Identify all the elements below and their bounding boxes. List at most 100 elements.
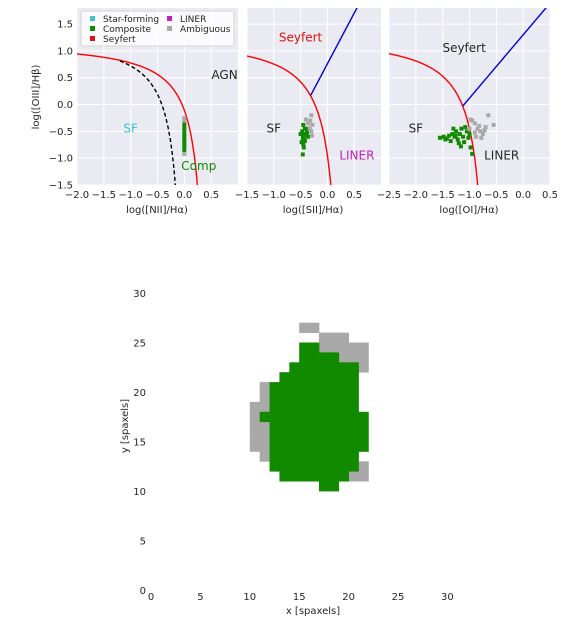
data-point-composite (301, 132, 306, 137)
region-label-seyfert: Seyfert (442, 41, 486, 55)
xlabel-oi: log([OI]/Hα) (439, 205, 498, 216)
data-point-composite (443, 137, 448, 142)
x-tick-label: −0.5 (288, 190, 312, 201)
data-point-ambiguous (182, 151, 187, 156)
data-point-composite (298, 132, 303, 137)
spaxel-ambiguous (348, 471, 369, 482)
y-tick-label: 0.0 (57, 100, 73, 111)
data-point-composite (468, 145, 473, 150)
data-point-ambiguous (477, 124, 482, 128)
data-point-ambiguous (472, 130, 477, 135)
data-point-composite (182, 132, 187, 137)
data-point-ambiguous (306, 121, 311, 126)
data-point-composite (466, 135, 471, 140)
data-point-ambiguous (483, 125, 488, 130)
data-point-ambiguous (491, 122, 496, 127)
x-tick-label: −1.5 (431, 190, 455, 201)
spaxel-composite (279, 471, 349, 482)
spaxel-composite (299, 352, 340, 363)
spaxel-ambiguous (259, 392, 270, 403)
data-point-ambiguous (309, 133, 314, 138)
kauffmann-curve (119, 60, 176, 185)
xlabel-nii: log([NII]/Hα) (126, 205, 188, 216)
seyfert-liner-line (310, 8, 358, 96)
data-point-composite (306, 134, 311, 139)
data-point-composite (182, 148, 187, 153)
region-label-sf: SF (409, 122, 424, 136)
data-point-composite (300, 135, 305, 140)
data-point-composite (458, 144, 463, 149)
region-label-sf: SF (267, 122, 282, 136)
data-point-composite (455, 137, 460, 142)
kewley-curve (77, 53, 199, 185)
spaxel-composite (269, 421, 369, 432)
x-tick-label: 5 (197, 592, 203, 603)
data-point-ambiguous (182, 115, 187, 120)
data-point-composite (182, 125, 187, 130)
spaxel-ambiguous (358, 461, 369, 472)
data-point-composite (299, 140, 304, 145)
data-point-composite (462, 140, 467, 145)
spaxel-composite (269, 451, 359, 462)
spaxel-composite (269, 431, 369, 442)
data-point-ambiguous (310, 122, 315, 127)
legend-marker-liner (167, 16, 172, 21)
spaxel-composite (269, 382, 359, 393)
panel-spaxel-map: 0 5 10 15 20 25 30 0 5 10 15 20 25 30 x [spaxels] y … (120, 289, 454, 617)
spaxel-composite (269, 461, 359, 472)
x-tick-label: 0.0 (176, 190, 192, 201)
y-tick-label: −0.5 (49, 127, 73, 138)
data-point-composite (303, 133, 308, 138)
data-point-composite (301, 122, 306, 127)
spaxel-composite (299, 342, 320, 353)
data-point-composite (448, 139, 453, 144)
x-tick-label: 10 (243, 592, 256, 603)
x-tick-label: −1.0 (119, 190, 143, 201)
data-point-composite (464, 129, 469, 134)
x-tick-label: −0.5 (484, 190, 508, 201)
data-point-ambiguous (473, 134, 478, 139)
data-point-composite (454, 129, 459, 134)
spaxel-ambiguous (259, 451, 270, 462)
spaxel-ambiguous (318, 342, 369, 353)
legend-marker-ambiguous (167, 26, 172, 31)
data-point-composite (470, 151, 475, 156)
data-point-ambiguous (309, 113, 314, 118)
y-tick-label: −1.0 (49, 154, 73, 165)
data-point-composite (459, 126, 464, 131)
spaxel-composite (279, 372, 359, 383)
x-tick-label: 0.5 (346, 190, 362, 201)
data-point-composite (182, 134, 187, 139)
x-tick-label: 25 (392, 592, 405, 603)
data-point-composite (182, 141, 187, 146)
x-tick-label: 0.0 (515, 190, 531, 201)
spaxel-ambiguous (338, 352, 369, 363)
spaxel-ambiguous (259, 382, 270, 393)
data-point-ambiguous (478, 129, 483, 134)
data-point-ambiguous (309, 129, 314, 134)
data-point-composite (457, 132, 462, 137)
data-point-composite (182, 121, 187, 126)
x-tick-label: −2.5 (377, 190, 401, 201)
legend-label-seyfert: Seyfert (103, 35, 136, 45)
spaxel-composite (289, 362, 359, 373)
spaxel-ambiguous (249, 441, 270, 452)
panel-sii-background (247, 8, 381, 185)
data-point-ambiguous (182, 118, 187, 123)
spaxel-ambiguous (249, 411, 261, 423)
spaxel-composite (269, 441, 369, 452)
x-tick-label: 20 (342, 592, 355, 603)
x-tick-label: 0.5 (203, 190, 219, 201)
spaxel-ambiguous (318, 332, 349, 343)
spaxel-composite (269, 392, 359, 403)
spaxel-ambiguous (249, 421, 270, 432)
x-tick-label: 0.5 (542, 190, 558, 201)
spaxel-ambiguous (299, 322, 320, 333)
data-point-composite (302, 139, 307, 144)
legend-label-composite: Composite (103, 25, 151, 35)
data-point-ambiguous (486, 113, 491, 118)
data-point-composite (450, 132, 455, 137)
data-point-composite (467, 132, 472, 137)
x-tick-label: −1.0 (262, 190, 286, 201)
